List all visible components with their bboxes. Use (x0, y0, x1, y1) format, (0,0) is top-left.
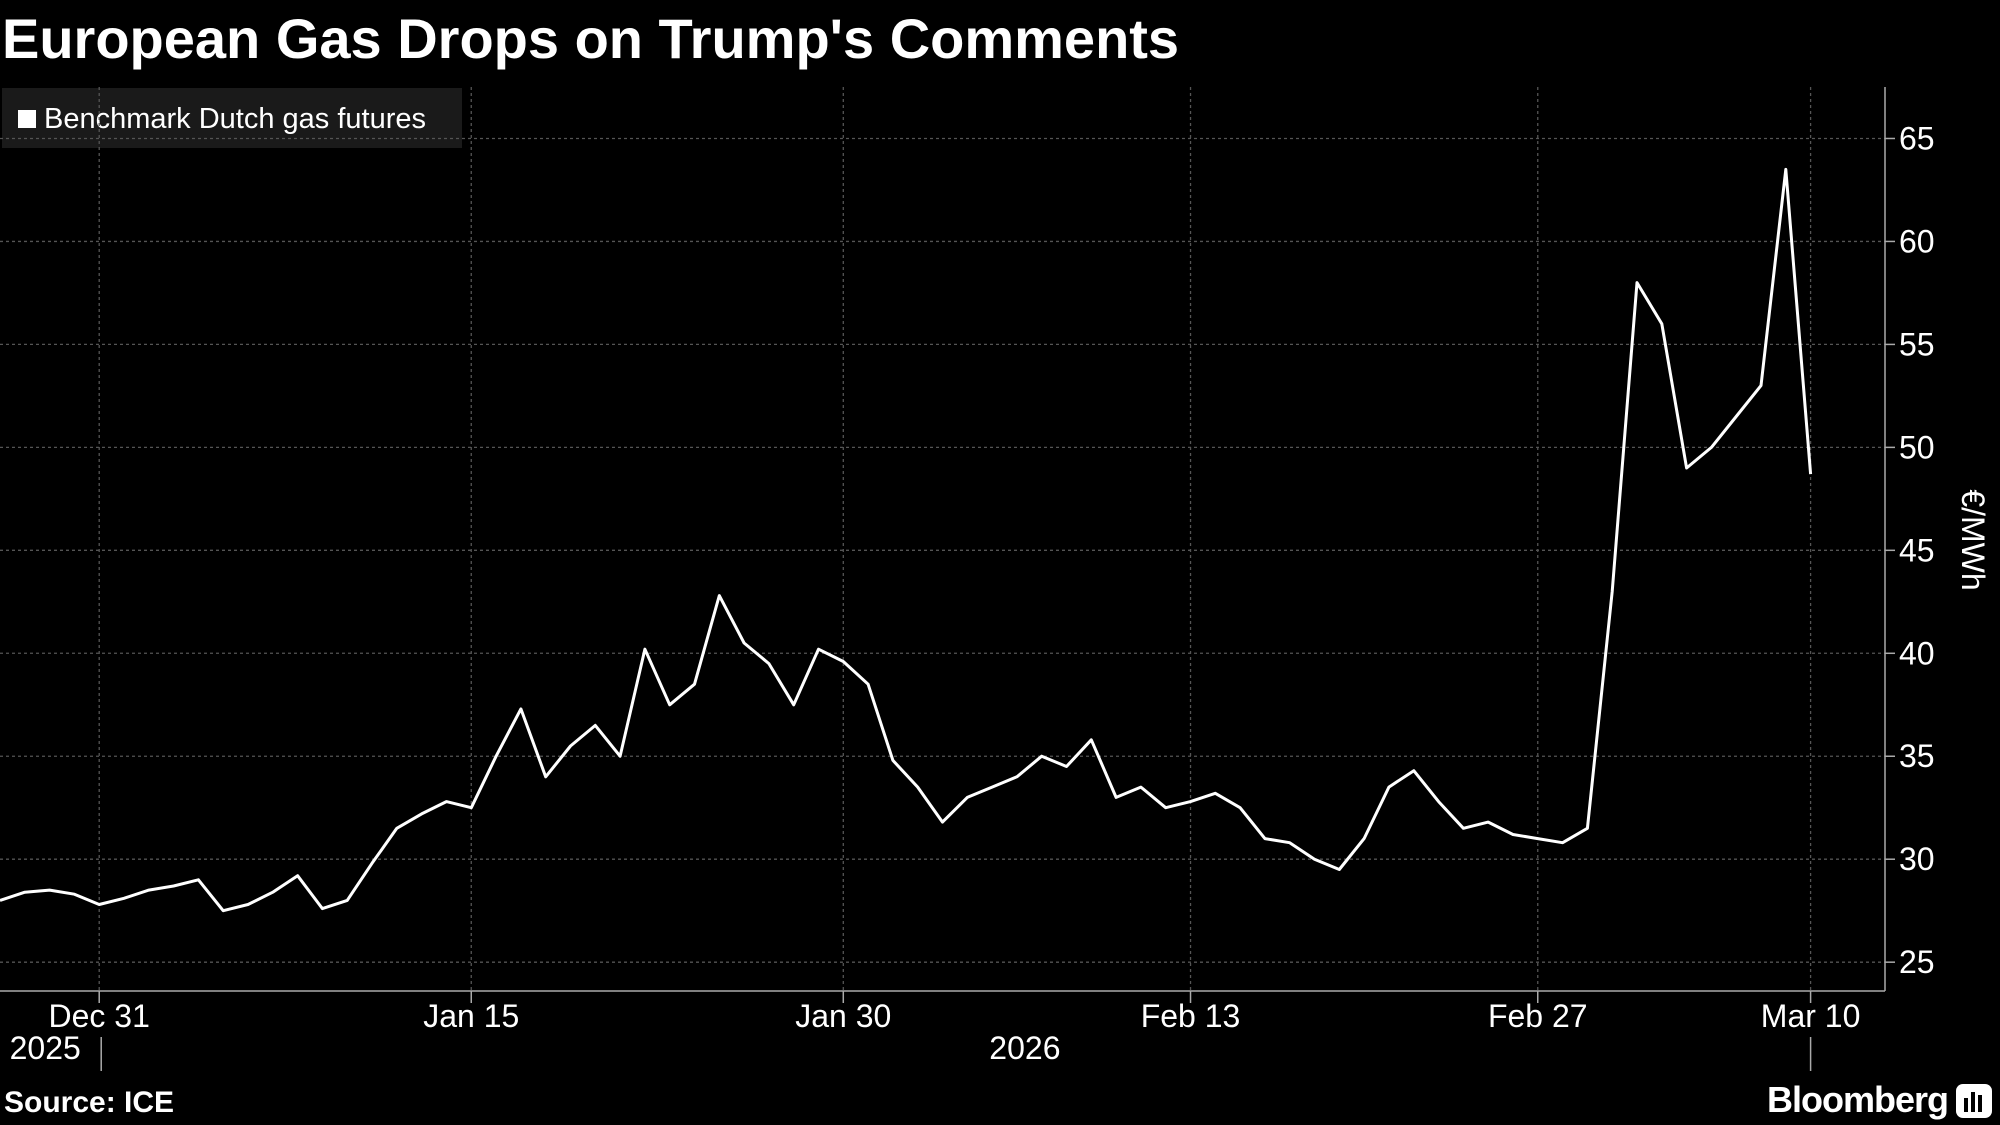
year-label: 2025 (10, 1030, 81, 1066)
y-tick-label: 40 (1899, 635, 1935, 671)
brand-icon (1956, 1084, 1992, 1118)
y-axis-label: €/MWh (1955, 489, 1991, 590)
y-tick-label: 60 (1899, 223, 1935, 259)
y-tick-label: 35 (1899, 738, 1935, 774)
y-tick-label: 55 (1899, 326, 1935, 362)
series-line (0, 167, 1813, 913)
x-tick-label: Dec 31 (49, 998, 150, 1034)
legend-swatch (18, 110, 36, 128)
chart-title: European Gas Drops on Trump's Comments (2, 7, 1179, 70)
y-tick-label: 45 (1899, 532, 1935, 568)
x-tick-label: Feb 27 (1488, 998, 1588, 1034)
x-tick-label: Mar 10 (1761, 998, 1861, 1034)
y-tick-label: 25 (1899, 944, 1935, 980)
y-tick-label: 65 (1899, 120, 1935, 156)
brand: Bloomberg (1767, 1079, 1948, 1120)
x-tick-label: Feb 13 (1141, 998, 1241, 1034)
x-tick-label: Jan 15 (423, 998, 519, 1034)
y-tick-label: 50 (1899, 429, 1935, 465)
source: Source: ICE (4, 1086, 174, 1119)
x-tick-label: Jan 30 (795, 998, 891, 1034)
legend-label: Benchmark Dutch gas futures (44, 103, 426, 135)
year-label: 2026 (989, 1030, 1060, 1066)
y-tick-label: 30 (1899, 841, 1935, 877)
